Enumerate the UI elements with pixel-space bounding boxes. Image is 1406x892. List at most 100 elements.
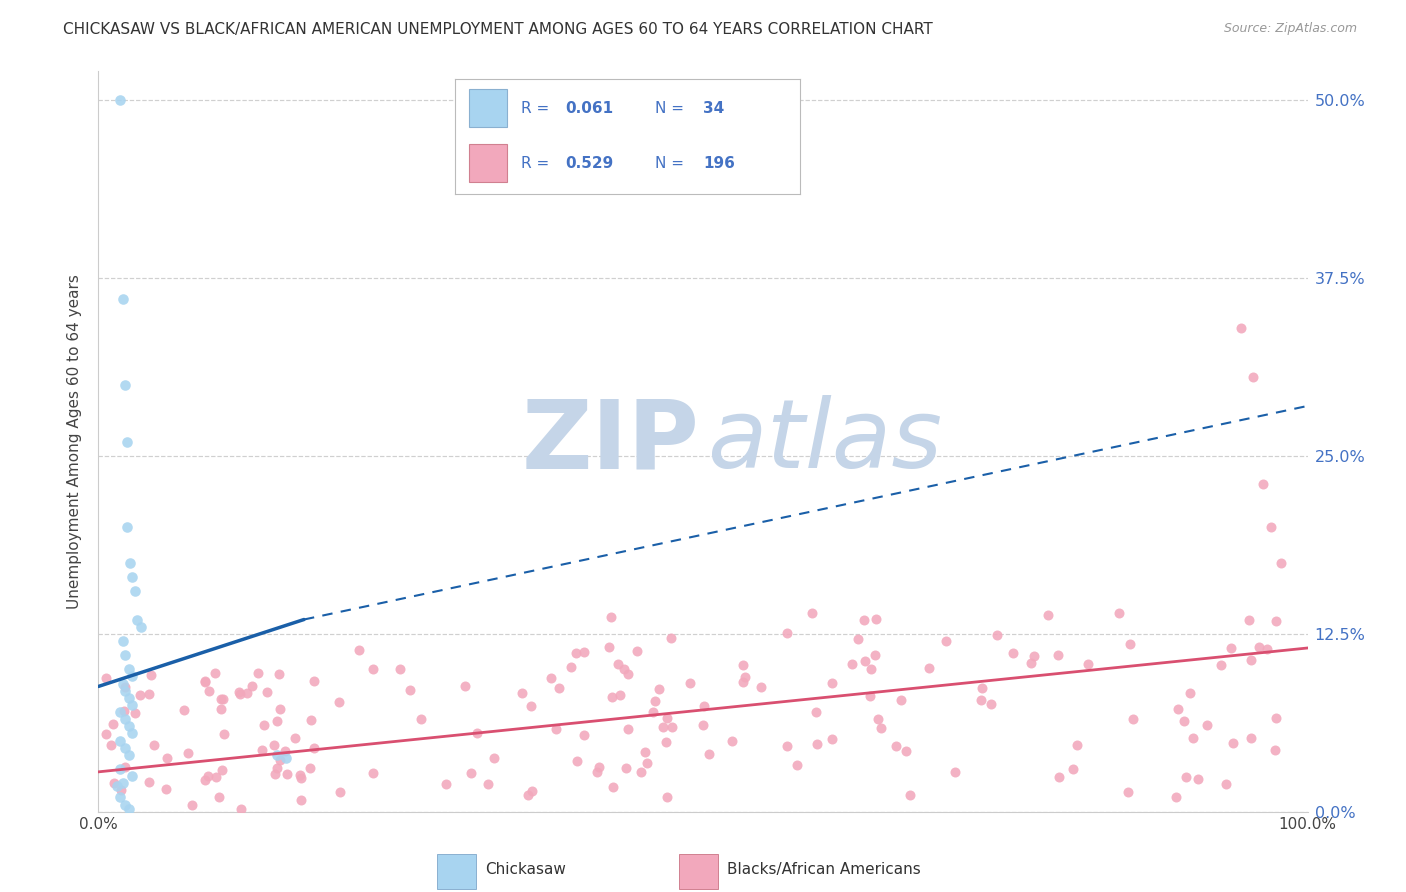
Point (733, 675, 755, 690)
Point (565, 754, 588, 768)
Point (117, 520, 139, 534)
Point (273, 744, 295, 758)
Point (197, 769, 219, 783)
Point (111, 776, 134, 790)
Point (720, 733, 742, 747)
Point (177, 747, 200, 761)
Point (588, 760, 610, 774)
Point (228, 685, 250, 699)
Point (1222, 736, 1244, 750)
Point (1195, 718, 1218, 732)
Point (108, 762, 131, 776)
Point (138, 775, 160, 789)
Point (290, 793, 312, 807)
Point (634, 745, 657, 759)
Point (522, 784, 544, 798)
Point (204, 770, 226, 784)
Point (276, 766, 298, 780)
Point (697, 747, 720, 761)
Point (540, 671, 562, 685)
Point (821, 731, 844, 746)
Point (129, 619, 152, 633)
Point (155, 781, 177, 796)
Point (1241, 370, 1264, 384)
Point (256, 685, 278, 699)
Point (749, 680, 772, 694)
Point (143, 738, 166, 752)
Point (121, 669, 143, 683)
Point (121, 769, 143, 783)
Point (302, 740, 325, 755)
Point (328, 695, 350, 709)
Point (600, 690, 623, 704)
Point (644, 694, 666, 708)
Point (454, 678, 477, 692)
Y-axis label: Unemployment Among Ages 60 to 64 years: Unemployment Among Ages 60 to 64 years (67, 274, 83, 609)
Text: ZIP: ZIP (522, 395, 699, 488)
Point (284, 731, 307, 746)
Point (846, 632, 869, 647)
Point (103, 775, 125, 789)
Point (1167, 702, 1189, 716)
Point (211, 763, 233, 777)
Point (121, 570, 143, 584)
Point (617, 722, 640, 736)
Point (288, 768, 311, 782)
Point (141, 668, 163, 682)
Point (173, 703, 195, 717)
Point (269, 752, 291, 766)
Point (298, 761, 321, 775)
Point (585, 764, 607, 779)
Point (657, 711, 679, 725)
Point (1270, 556, 1292, 570)
Point (389, 663, 412, 677)
Point (138, 687, 160, 701)
Point (918, 661, 941, 675)
Point (1066, 738, 1088, 752)
Point (1038, 607, 1060, 622)
Point (266, 747, 288, 762)
Point (648, 681, 671, 696)
Point (1116, 784, 1139, 798)
Point (970, 681, 993, 695)
Point (859, 662, 882, 676)
Point (564, 647, 586, 661)
Point (614, 761, 637, 775)
Point (1047, 770, 1070, 784)
Point (111, 633, 134, 648)
Point (460, 765, 482, 780)
Point (801, 606, 824, 620)
Point (118, 719, 141, 733)
Point (517, 789, 540, 803)
Text: Source: ZipAtlas.com: Source: ZipAtlas.com (1223, 22, 1357, 36)
Point (194, 772, 217, 787)
Point (898, 788, 921, 802)
Point (630, 764, 652, 779)
Point (865, 612, 887, 626)
Point (863, 648, 886, 662)
Point (110, 783, 132, 797)
Point (465, 725, 488, 739)
Point (1122, 712, 1144, 726)
Point (114, 683, 136, 698)
Point (235, 686, 257, 700)
Point (94, 727, 117, 741)
Point (194, 675, 217, 690)
Point (1239, 653, 1261, 667)
Point (212, 726, 235, 740)
Point (477, 777, 499, 791)
Point (209, 691, 232, 706)
Point (1173, 714, 1195, 728)
Point (114, 797, 136, 812)
Point (943, 765, 966, 780)
Point (572, 728, 595, 742)
Point (1260, 520, 1282, 534)
Point (266, 761, 288, 775)
Point (1062, 762, 1084, 776)
Point (117, 434, 139, 449)
Point (1047, 648, 1070, 663)
Point (114, 377, 136, 392)
Point (643, 705, 665, 719)
Point (1164, 790, 1187, 805)
Point (894, 744, 917, 758)
